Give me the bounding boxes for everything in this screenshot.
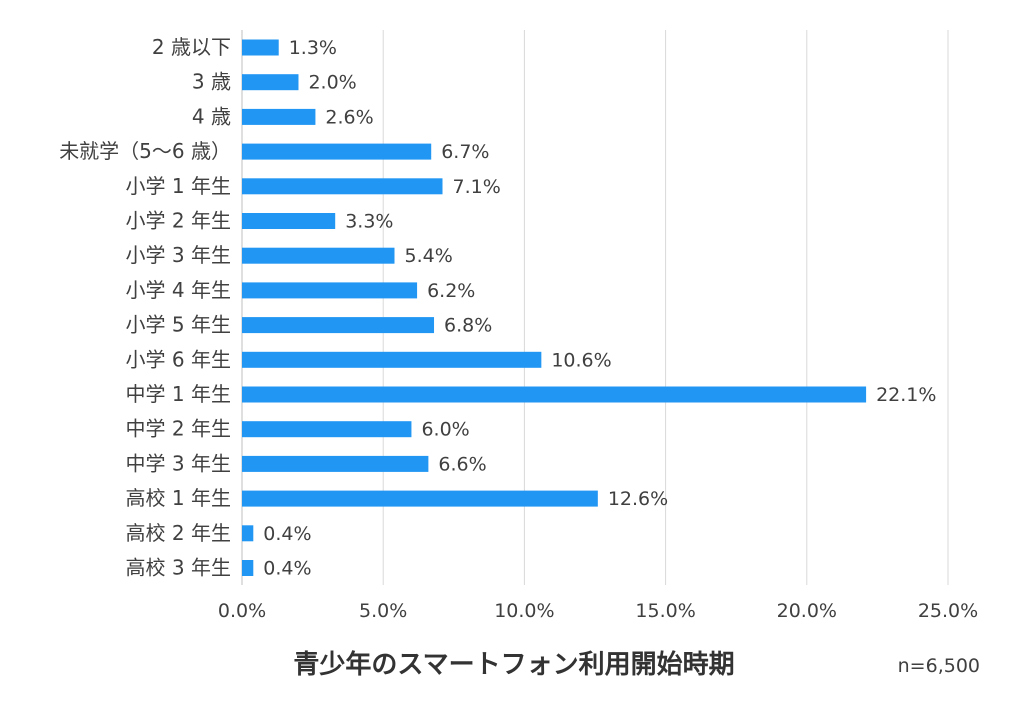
data-label-4: 7.1% [453,176,501,198]
category-label-1: 3 歳 [192,70,231,94]
sample-size-note: n=6,500 [898,655,980,677]
bar-8 [242,317,435,334]
data-label-13: 12.6% [608,488,668,510]
data-label-0: 1.3% [289,37,337,59]
data-label-11: 6.0% [421,419,469,441]
data-label-2: 2.6% [325,106,373,128]
bar-7 [242,282,418,299]
bar-4 [242,178,443,195]
category-label-0: 2 歳以下 [152,35,231,59]
category-label-2: 4 歳 [192,104,231,128]
data-label-1: 2.0% [308,72,356,94]
data-label-14: 0.4% [263,523,311,545]
category-label-7: 小学 4 年生 [126,278,231,302]
category-label-4: 小学 1 年生 [126,174,231,198]
bar-1 [242,74,299,91]
bar-5 [242,213,336,229]
data-label-8: 6.8% [444,315,492,337]
data-label-15: 0.4% [263,558,311,580]
data-label-10: 22.1% [876,384,936,406]
x-tick-labels: 0.0% 5.0% 10.0% 15.0% 20.0% 25.0% [218,600,978,622]
category-label-13: 高校 1 年生 [126,486,231,510]
category-label-11: 中学 2 年生 [126,417,231,441]
category-label-10: 中学 1 年生 [126,382,231,406]
bar-0 [242,39,279,56]
data-label-12: 6.6% [438,453,486,475]
category-label-15: 高校 3 年生 [126,556,231,580]
bar-13 [242,490,598,507]
data-label-3: 6.7% [441,141,489,163]
category-label-8: 小学 5 年生 [126,313,231,337]
bars [242,39,867,576]
bar-14 [242,525,254,542]
bar-15 [242,560,254,576]
data-label-5: 3.3% [345,211,393,233]
category-label-9: 小学 6 年生 [126,347,231,371]
x-tick-label-1: 5.0% [359,600,407,622]
category-label-5: 小学 2 年生 [126,209,231,233]
bar-10 [242,386,867,403]
bar-12 [242,455,429,472]
x-tick-label-5: 25.0% [918,600,978,622]
data-label-9: 10.6% [551,349,611,371]
category-label-3: 未就学（5〜6 歳） [59,139,231,163]
value-labels: 1.3% 2.0% 2.6% 6.7% 7.1% 3.3% 5.4% 6.2% 6.8% 10.6… [263,37,936,580]
data-label-6: 5.4% [404,245,452,267]
category-label-12: 中学 3 年生 [126,451,231,475]
x-tick-label-2: 10.0% [494,600,554,622]
x-tick-label-0: 0.0% [218,600,266,622]
x-tick-label-4: 20.0% [777,600,837,622]
data-label-7: 6.2% [427,280,475,302]
bar-9 [242,351,542,368]
bar-11 [242,421,412,438]
bar-3 [242,143,432,160]
category-label-6: 小学 3 年生 [126,243,231,267]
category-label-14: 高校 2 年生 [126,521,231,545]
chart-title: 青少年のスマートフォン利用開始時期 [293,649,734,680]
x-tick-label-3: 15.0% [635,600,695,622]
bar-6 [242,247,395,264]
bar-2 [242,108,316,125]
